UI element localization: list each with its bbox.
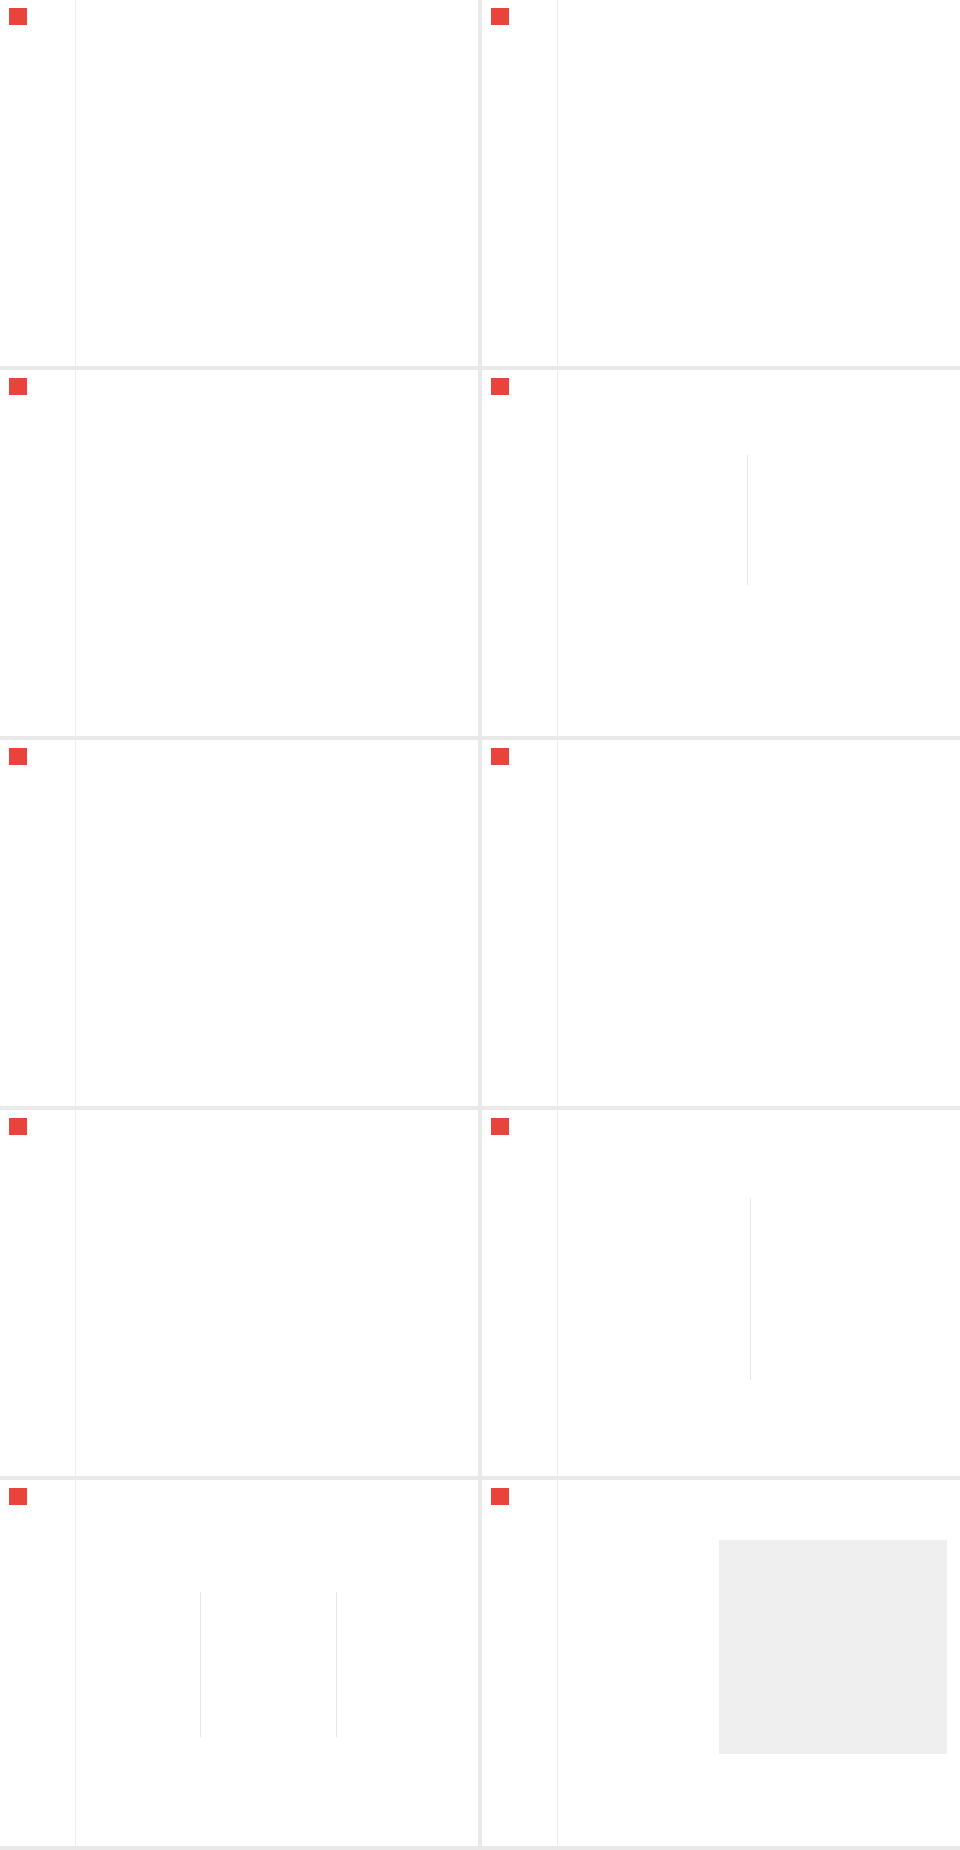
slide-28-content bbox=[0, 1110, 478, 1476]
slide-26-content bbox=[0, 740, 478, 1106]
caption-left bbox=[574, 598, 746, 604]
conclusion bbox=[46, 1788, 50, 1813]
slide-22-content bbox=[0, 0, 478, 366]
brand-logo bbox=[491, 378, 509, 395]
conclusion bbox=[582, 1400, 586, 1425]
slide-31[interactable] bbox=[482, 1480, 960, 1846]
slide-30[interactable] bbox=[0, 1480, 478, 1846]
brand-logo bbox=[9, 748, 27, 765]
sidebar-divider bbox=[75, 0, 76, 366]
slide-24[interactable] bbox=[0, 370, 478, 736]
conclusion bbox=[582, 1788, 586, 1813]
sidebar-divider bbox=[557, 1110, 558, 1476]
caption-bottom bbox=[312, 935, 470, 941]
callout-panel bbox=[719, 1540, 947, 1754]
brand-logo bbox=[491, 8, 509, 25]
slide-22[interactable] bbox=[0, 0, 478, 366]
slide-31-content bbox=[482, 1480, 960, 1846]
sidebar-divider bbox=[557, 1480, 558, 1846]
slide-26[interactable] bbox=[0, 740, 478, 1106]
sidebar-divider bbox=[557, 370, 558, 736]
sidebar-divider bbox=[75, 370, 76, 736]
brand-logo bbox=[9, 378, 27, 395]
sidebar-divider bbox=[557, 0, 558, 366]
caption-right bbox=[759, 598, 931, 604]
slide-27-content bbox=[482, 740, 960, 1106]
slide-28[interactable] bbox=[0, 1110, 478, 1476]
sidebar-divider bbox=[75, 740, 76, 1106]
slide-29[interactable] bbox=[482, 1110, 960, 1476]
slide-23-content bbox=[482, 0, 960, 366]
slide-27[interactable] bbox=[482, 740, 960, 1106]
chart-divider bbox=[747, 455, 748, 585]
sidebar-divider bbox=[75, 1480, 76, 1846]
brand-logo bbox=[491, 1488, 509, 1505]
sidebar-divider bbox=[75, 1110, 76, 1476]
slide-25-content bbox=[482, 370, 960, 736]
brand-logo bbox=[491, 748, 509, 765]
slide-30-content bbox=[0, 1480, 478, 1846]
brand-logo bbox=[9, 8, 27, 25]
brand-logo bbox=[9, 1118, 27, 1135]
slide-29-content bbox=[482, 1110, 960, 1476]
chart-divider bbox=[200, 1592, 201, 1737]
chart-divider bbox=[336, 1592, 337, 1737]
brand-logo bbox=[9, 1488, 27, 1505]
brand-logo bbox=[491, 1118, 509, 1135]
slide-25[interactable] bbox=[482, 370, 960, 736]
sidebar-divider bbox=[557, 740, 558, 1106]
slide-24-content bbox=[0, 370, 478, 736]
chart-divider bbox=[750, 1198, 751, 1380]
slide-23[interactable] bbox=[482, 0, 960, 366]
caption-top bbox=[312, 850, 470, 856]
